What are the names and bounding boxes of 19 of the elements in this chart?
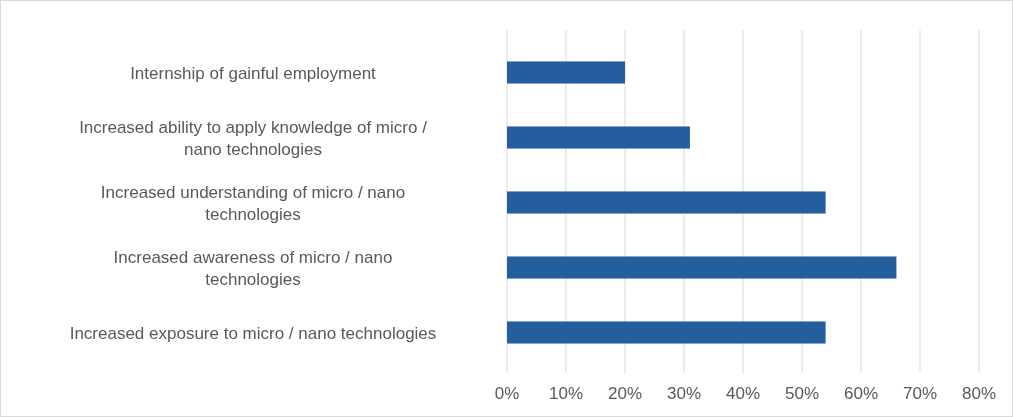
x-tick-label: 50% bbox=[784, 383, 820, 403]
y-tick-label: Increased ability to apply knowledge of micro / nano technologies bbox=[79, 117, 428, 158]
x-tick-label: 70% bbox=[902, 383, 938, 403]
bar bbox=[507, 61, 625, 84]
x-tick-label: 30% bbox=[666, 383, 702, 403]
bar bbox=[507, 191, 826, 214]
bar bbox=[507, 256, 897, 279]
y-tick-label: Internship of gainful employment bbox=[130, 63, 377, 82]
x-tick-label: 20% bbox=[607, 383, 643, 403]
x-tick-label: 80% bbox=[961, 383, 997, 403]
x-tick-label: 60% bbox=[843, 383, 879, 403]
x-tick-label: 40% bbox=[725, 383, 761, 403]
bar bbox=[507, 321, 826, 344]
y-tick-label: Increased awareness of micro / nano technologies bbox=[113, 247, 393, 288]
x-tick-label: 10% bbox=[548, 383, 584, 403]
y-tick-label: Increased understanding of micro / nano technologies bbox=[100, 182, 406, 223]
bar bbox=[507, 126, 690, 149]
y-tick-label: Increased exposure to micro / nano technologies bbox=[69, 323, 437, 342]
x-tick-label: 0% bbox=[494, 383, 520, 403]
